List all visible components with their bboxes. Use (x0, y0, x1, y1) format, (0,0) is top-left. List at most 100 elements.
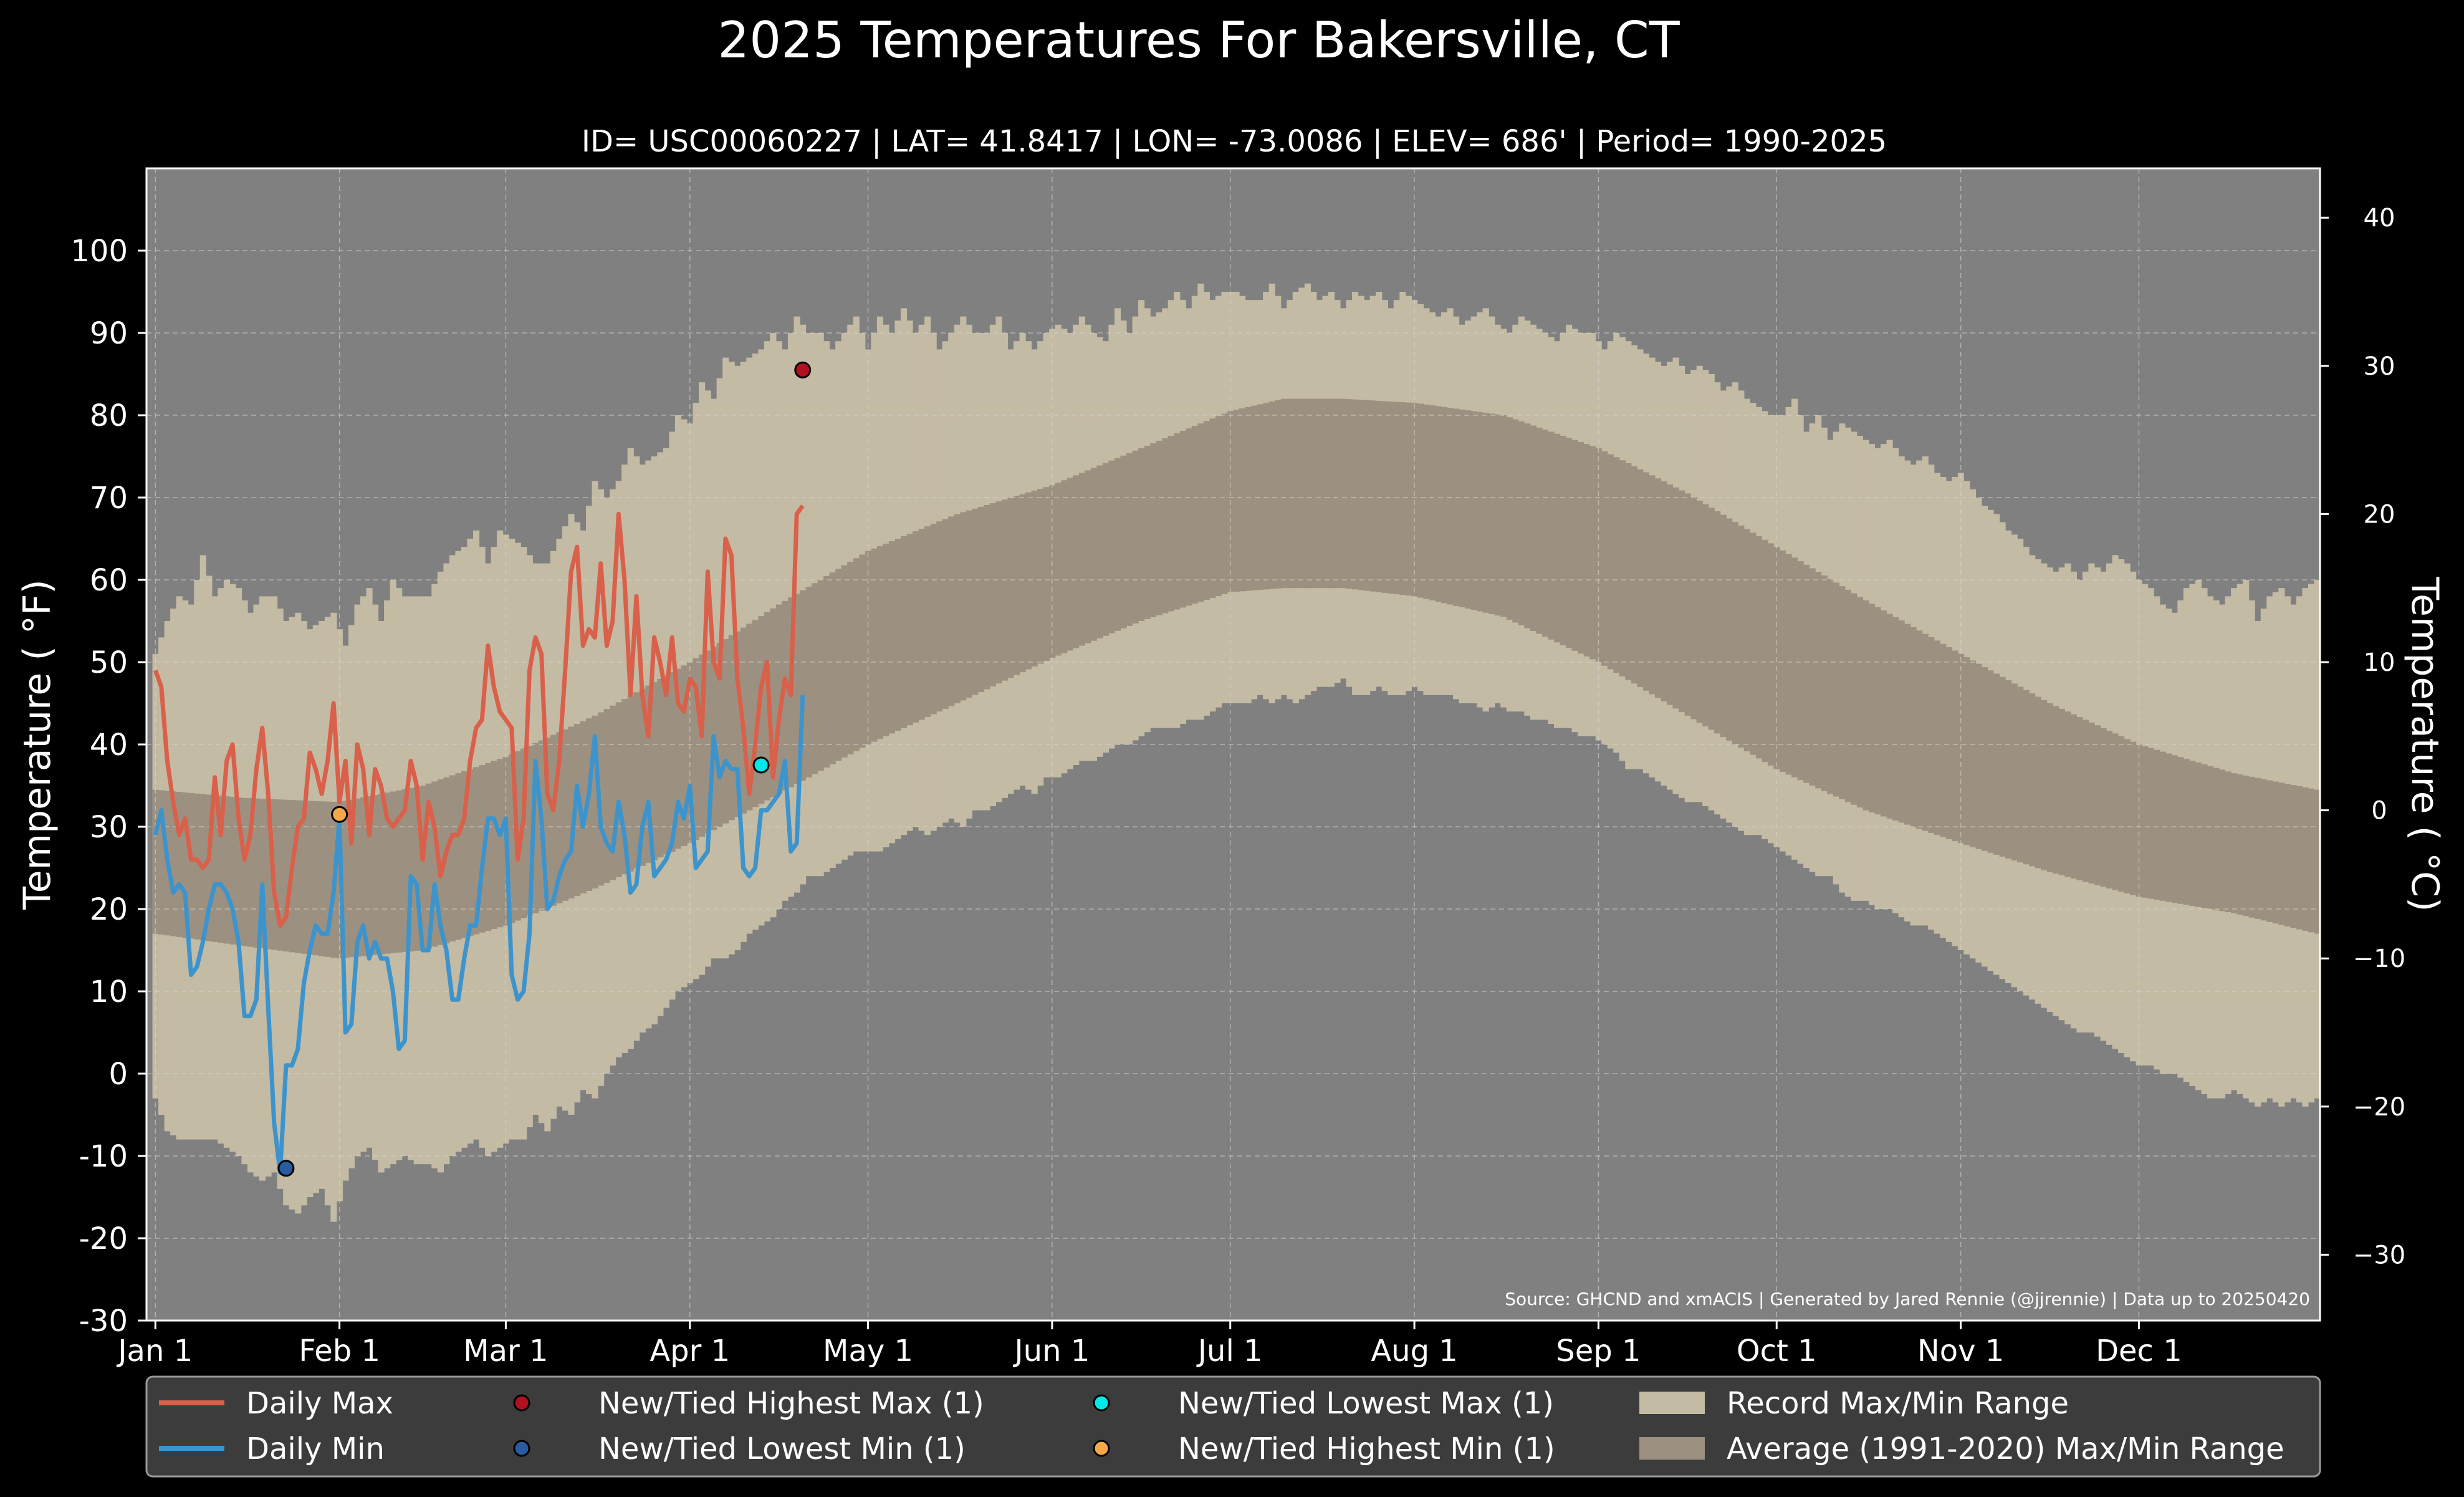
average-range-bar (443, 777, 450, 943)
average-range-bar (1381, 401, 1388, 593)
average-range-bar (1791, 557, 1798, 777)
average-range-bar (1138, 448, 1145, 621)
average-range-bar (2255, 777, 2261, 920)
average-range-bar (1257, 404, 1263, 590)
average-range-bar (1120, 455, 1127, 628)
average-range-bar (378, 794, 385, 955)
x-tick-label: Aug 1 (1371, 1334, 1458, 1369)
average-range-bar (170, 791, 177, 936)
average-range-bar (461, 771, 468, 938)
average-range-bar (2314, 789, 2321, 934)
average-range-bar (1702, 504, 1709, 726)
average-range-bar (2017, 686, 2024, 863)
average-range-bar (342, 801, 349, 958)
x-tick-label: Sep 1 (1556, 1334, 1641, 1369)
average-range-bar (1690, 497, 1697, 720)
average-range-bar (1714, 511, 1721, 734)
average-range-bar (1459, 409, 1465, 607)
average-range-bar (1203, 421, 1210, 600)
average-range-bar (1803, 564, 1810, 783)
average-range-bar (1470, 411, 1477, 610)
average-range-bar (580, 721, 587, 893)
average-range-bar (1304, 398, 1311, 589)
average-range-bar (977, 506, 984, 692)
average-range-bar (1156, 440, 1162, 615)
average-range-bar (1346, 399, 1353, 589)
average-range-bar (1322, 398, 1329, 589)
average-range-bar (1025, 492, 1032, 670)
record-marker (752, 756, 770, 774)
average-range-bar (924, 526, 931, 717)
average-range-bar (1102, 463, 1110, 636)
average-range-bar (2177, 757, 2184, 904)
average-range-bar (1209, 418, 1216, 599)
average-range-bar (865, 551, 871, 744)
average-range-bar (1239, 408, 1246, 592)
average-range-bar (1767, 543, 1775, 766)
average-range-bar (455, 773, 462, 940)
average-range-bar (1785, 554, 1792, 775)
average-range-bar (1334, 398, 1341, 589)
average-range-bar (1821, 575, 1828, 791)
average-range-bar (384, 792, 391, 954)
average-range-bar (473, 767, 480, 935)
legend-label: New/Tied Highest Min (1) (1178, 1432, 1555, 1466)
average-range-bar (1868, 604, 1876, 812)
average-range-bar (2195, 762, 2202, 907)
average-range-bar (2260, 779, 2267, 921)
average-range-bar (431, 781, 438, 947)
average-range-bar (793, 594, 800, 784)
average-range-bar (312, 801, 319, 956)
y-axis-label-right: Temperature ( °C) (2403, 577, 2447, 912)
average-range-bar (1453, 408, 1460, 606)
record-markers (277, 361, 812, 1177)
average-range-bar (1904, 623, 1911, 825)
y-tick-label: 100 (70, 234, 128, 269)
average-range-bar (229, 797, 236, 945)
average-range-bar (1275, 400, 1282, 589)
average-range-bar (2076, 717, 2083, 880)
average-range-bar (1732, 522, 1738, 744)
average-range-bar (556, 732, 563, 903)
record-marker (794, 361, 812, 378)
average-range-bar (550, 734, 557, 906)
chart-subtitle: ID= USC00060227 | LAT= 41.8417 | LON= -7… (582, 124, 1887, 159)
average-range-bar (639, 688, 646, 866)
average-range-bar (1518, 421, 1525, 626)
average-range-bar (1934, 640, 1940, 835)
x-tick-label: Feb 1 (299, 1334, 380, 1369)
average-range-bar (2272, 781, 2279, 924)
average-range-bar (419, 786, 426, 950)
average-range-bar (1405, 402, 1412, 596)
average-range-bar (2248, 776, 2255, 918)
average-range-bar (2165, 753, 2172, 902)
average-range-bar (360, 797, 367, 956)
average-range-bar (1447, 408, 1454, 605)
average-range-bar (1833, 582, 1839, 797)
y-axis-label-left: Temperature ( °F) (16, 579, 59, 910)
average-range-bar (562, 729, 569, 901)
average-range-bar (1619, 460, 1626, 676)
average-range-bar (913, 531, 919, 723)
average-range-bar (1815, 572, 1822, 789)
average-range-bar (1221, 413, 1228, 594)
average-range-bar (1975, 663, 1982, 849)
average-range-bar (1726, 518, 1733, 741)
y-tick-label: -10 (79, 1139, 128, 1174)
average-range-bar (651, 682, 658, 860)
average-range-bar (2023, 690, 2030, 865)
average-range-bar (1287, 398, 1293, 589)
average-range-bar (1007, 498, 1014, 678)
average-range-bar (1085, 470, 1091, 643)
y-tick-label: 20 (90, 892, 128, 927)
average-range-bar (2278, 782, 2285, 925)
x-tick-label: Nov 1 (1917, 1334, 2004, 1369)
average-range-bar (1696, 500, 1703, 723)
average-range-bar (805, 587, 812, 777)
average-range-bar (782, 600, 789, 791)
average-range-bar (1037, 488, 1044, 664)
average-range-bar (1096, 465, 1103, 638)
x-tick-label: Jan 1 (116, 1334, 193, 1369)
average-range-bar (1780, 550, 1786, 772)
average-range-bar (752, 620, 759, 807)
